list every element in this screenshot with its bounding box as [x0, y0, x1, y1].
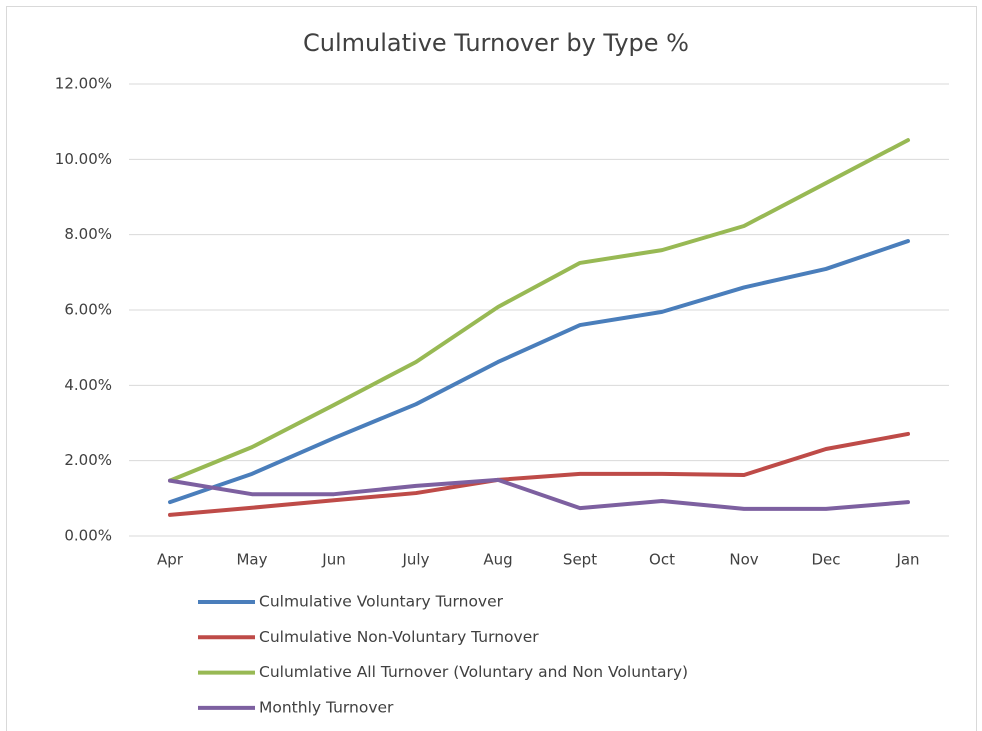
- x-tick-label: July: [402, 551, 430, 569]
- y-tick-label: 12.00%: [55, 75, 112, 93]
- chart-frame: [6, 6, 977, 731]
- x-tick-label: May: [236, 551, 267, 569]
- y-tick-label: 2.00%: [64, 451, 112, 469]
- series-line: [168, 477, 910, 511]
- series-line: [168, 239, 910, 505]
- legend-label: Monthly Turnover: [259, 698, 394, 716]
- x-tick-label: Dec: [811, 551, 840, 569]
- series-line: [168, 138, 910, 483]
- chart-title: Culmulative Turnover by Type %: [303, 29, 689, 57]
- y-tick-label: 0.00%: [64, 527, 112, 545]
- legend-label: Culmulative Voluntary Turnover: [259, 593, 504, 611]
- y-tick-label: 4.00%: [64, 376, 112, 394]
- x-tick-label: Apr: [157, 551, 184, 569]
- y-tick-label: 10.00%: [55, 150, 112, 168]
- x-tick-label: Nov: [729, 551, 758, 569]
- series-line: [168, 431, 910, 517]
- legend-label: Culumlative All Turnover (Voluntary and …: [259, 663, 688, 681]
- x-tick-label: Aug: [483, 551, 512, 569]
- y-tick-label: 8.00%: [64, 225, 112, 243]
- x-tick-label: Sept: [563, 551, 597, 569]
- x-tick-label: Jan: [895, 551, 919, 569]
- legend-label: Culmulative Non-Voluntary Turnover: [259, 628, 539, 646]
- y-tick-label: 6.00%: [64, 301, 112, 319]
- x-tick-label: Oct: [649, 551, 675, 569]
- x-tick-label: Jun: [321, 551, 345, 569]
